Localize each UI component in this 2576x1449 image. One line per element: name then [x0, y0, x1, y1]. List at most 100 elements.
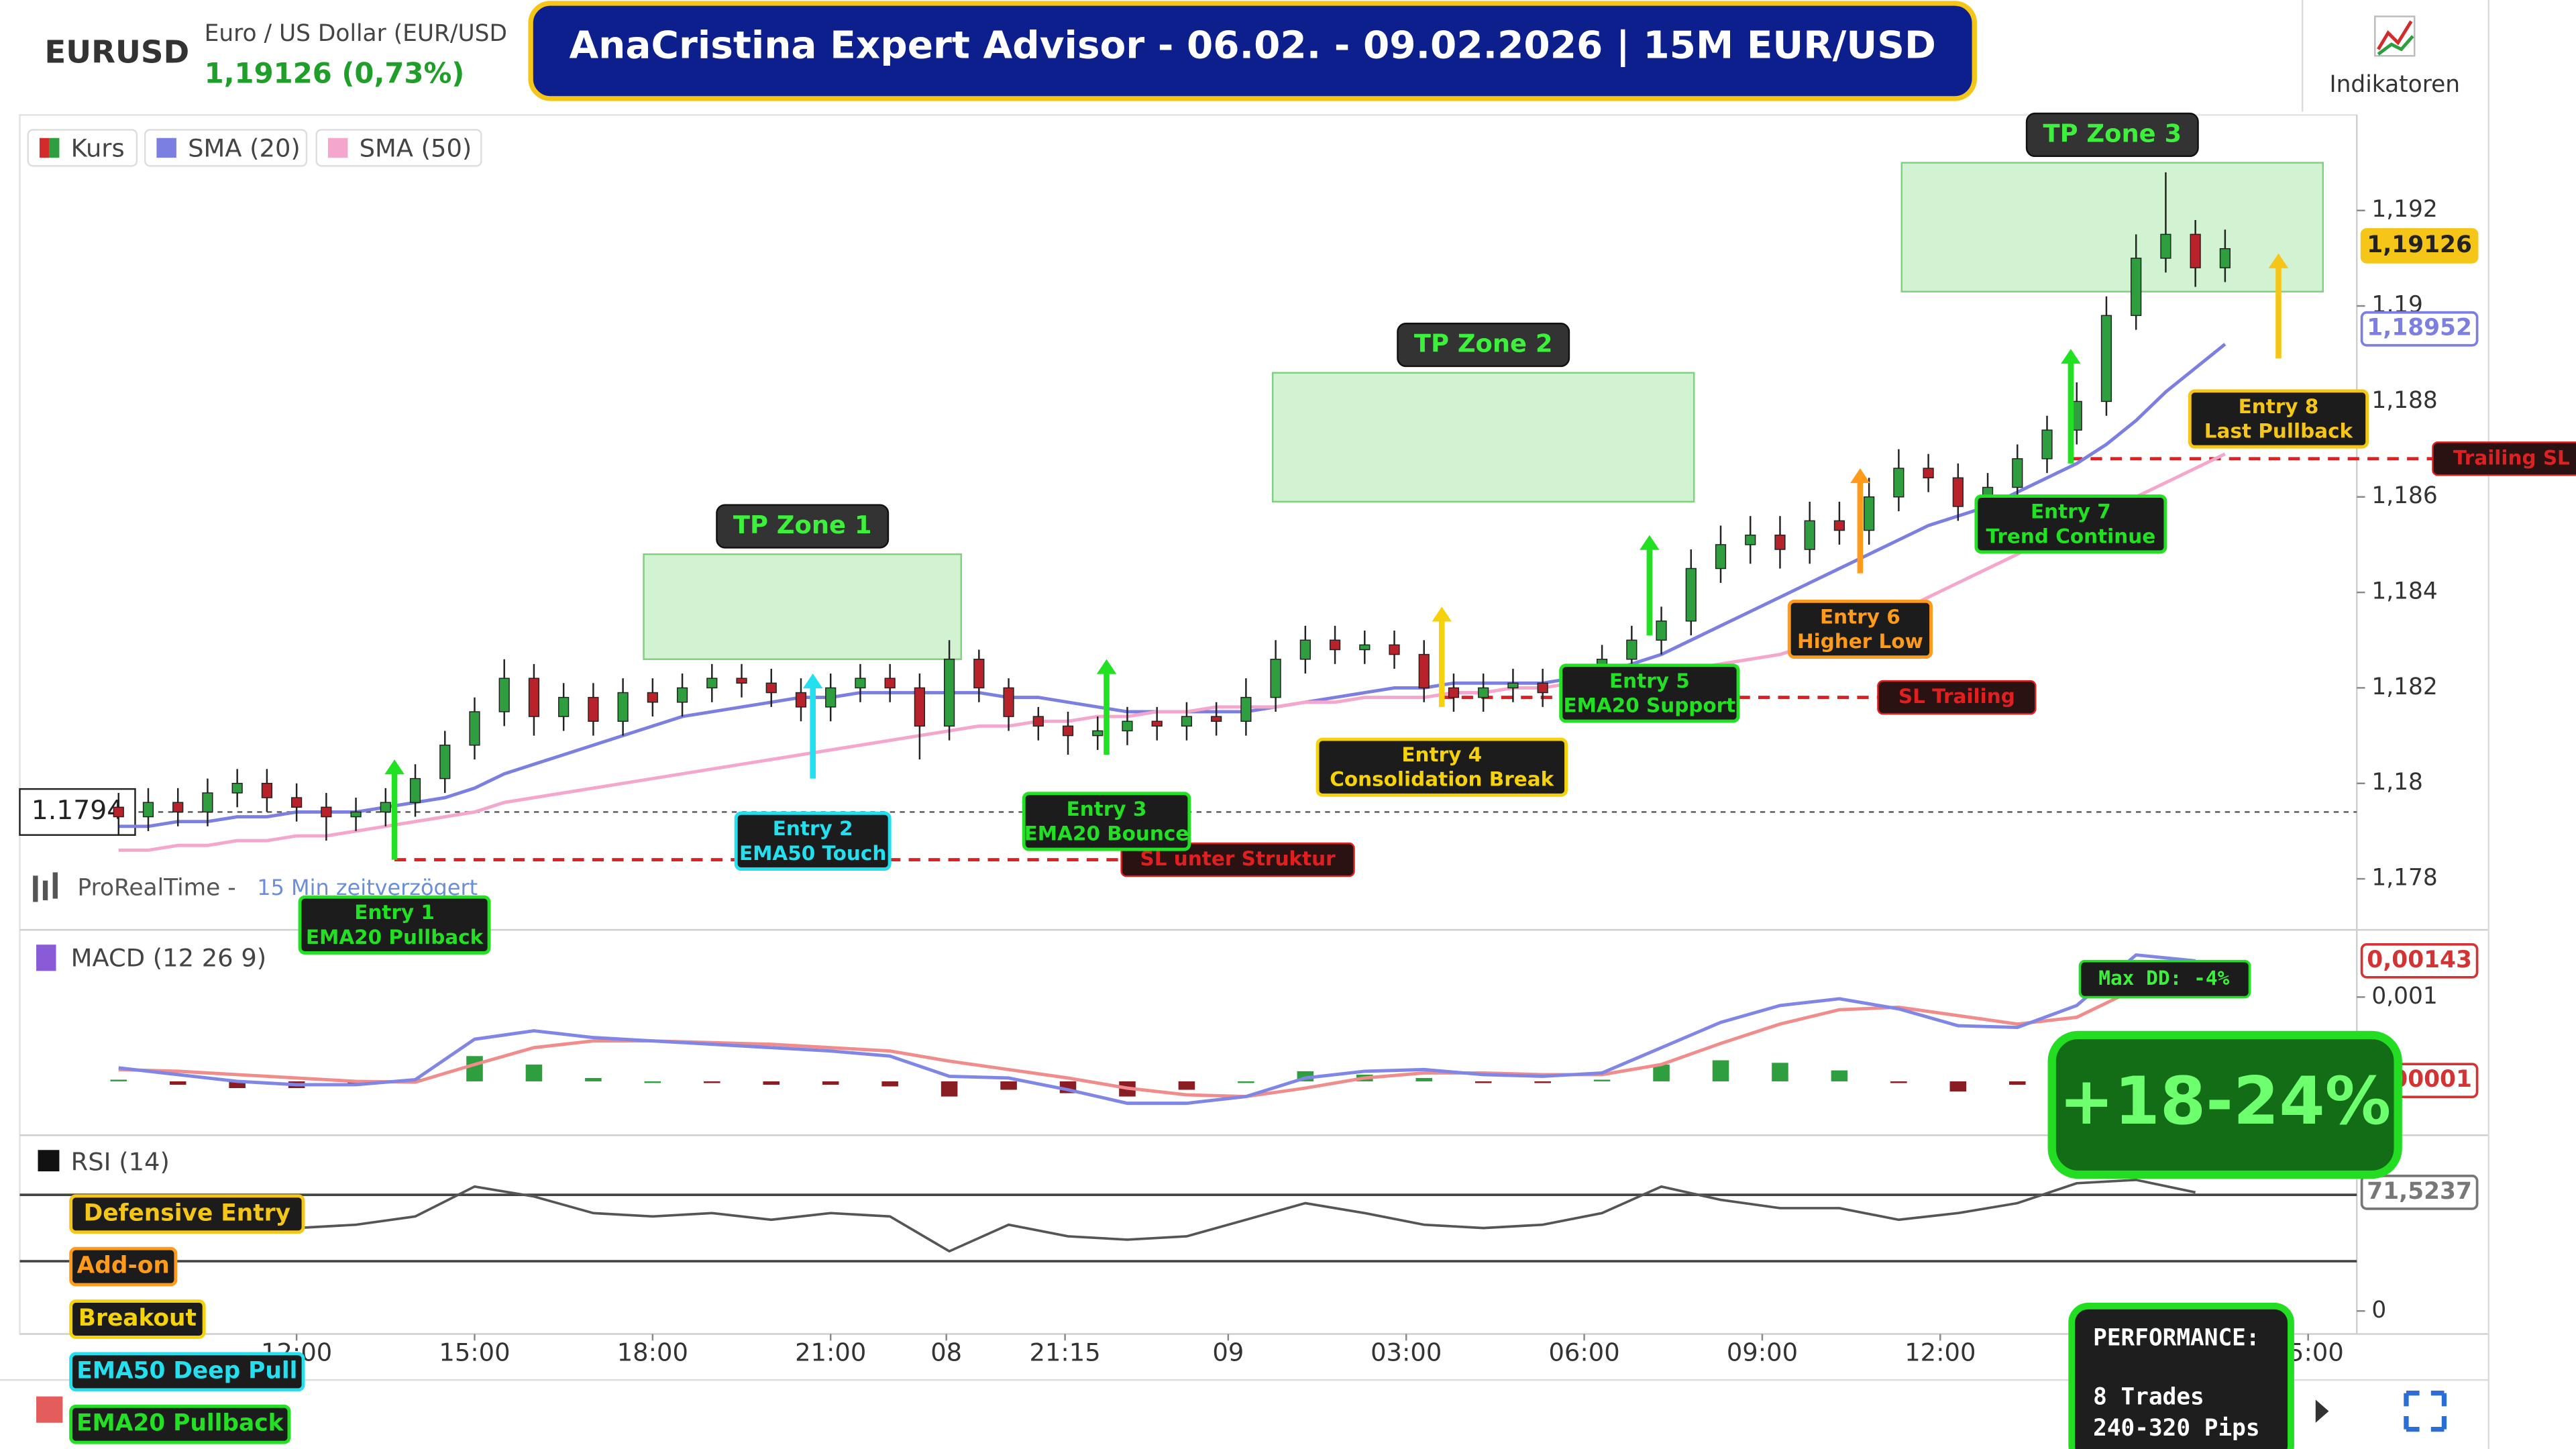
histogram-bar — [1772, 1063, 1788, 1081]
candle-body — [2041, 429, 2053, 460]
entry-arrow-head — [384, 759, 405, 775]
histogram-bar — [229, 1081, 246, 1089]
y-tick-label: 0,001 — [2371, 983, 2437, 1010]
histogram-bar — [1712, 1060, 1729, 1081]
histogram-bar — [1178, 1081, 1195, 1090]
performance-box — [2068, 1303, 2294, 1449]
entry-label: Higher Low — [1797, 630, 1923, 653]
entry-label: Entry 8 — [2239, 395, 2319, 418]
legend-swatch — [156, 138, 176, 158]
candle-body — [558, 696, 570, 717]
candle-body — [142, 802, 154, 818]
entry-label: Entry 3 — [1067, 798, 1147, 820]
entry-label: EMA20 Bounce — [1024, 822, 1189, 845]
histogram-bar — [1949, 1081, 1967, 1092]
tp-zone-label: TP Zone 3 — [2043, 119, 2182, 148]
candle-body — [1240, 696, 1252, 722]
candle-body — [1359, 644, 1371, 651]
signal-line — [118, 970, 2196, 1099]
y-tick-label: 1,188 — [2371, 387, 2437, 414]
y-tick-label: 0 — [2371, 1297, 2386, 1324]
legend-swatch — [39, 138, 50, 158]
candle-body — [1181, 716, 1193, 727]
candle-body — [1715, 544, 1727, 570]
candle-body — [261, 782, 273, 798]
entry-label: Entry 5 — [1609, 669, 1690, 692]
axis-marker-label: 71,5237 — [2367, 1178, 2472, 1205]
candle-body — [1418, 653, 1430, 689]
x-tick-label: 18:00 — [617, 1338, 688, 1366]
candle-body — [1389, 644, 1400, 655]
scroll-arrow[interactable] — [2315, 1399, 2329, 1423]
stop-label: SL unter Struktur — [1140, 847, 1336, 870]
histogram-bar — [585, 1077, 602, 1081]
indicators-button[interactable]: Indikatoren — [2329, 71, 2460, 98]
candle-body — [825, 687, 837, 708]
histogram-bar — [1890, 1081, 1907, 1083]
candle-body — [350, 811, 362, 818]
banner — [528, 1, 1977, 101]
candle-body — [1774, 534, 1786, 550]
entry-label: Entry 4 — [1401, 743, 1482, 766]
entry-label-box — [734, 811, 892, 871]
candle-body — [1537, 682, 1548, 694]
histogram-bar — [941, 1081, 958, 1097]
candle-body — [172, 802, 184, 813]
histogram-bar — [1000, 1081, 1017, 1090]
candle-body — [1151, 720, 1163, 727]
legend-box — [315, 129, 482, 167]
histogram-bar — [822, 1081, 839, 1085]
axis-marker-label: 0,00143 — [2367, 947, 2472, 973]
histogram-bar — [704, 1081, 720, 1083]
histogram-bar — [2009, 1081, 2026, 1085]
entry-arrow-head — [2061, 349, 2081, 364]
x-tick-label: 09:00 — [1727, 1338, 1798, 1366]
axis-marker — [2360, 1175, 2479, 1210]
y-tick-label: 1,186 — [2371, 482, 2437, 509]
candle-body — [439, 745, 451, 780]
signal-legend-label: Defensive Entry — [84, 1199, 290, 1226]
candle-body — [528, 678, 540, 717]
candle-body — [2131, 258, 2142, 317]
histogram-bar — [1534, 1081, 1551, 1083]
candle-body — [1833, 520, 1845, 531]
legend-swatch — [327, 138, 348, 158]
entry-arrow-head — [1850, 468, 1870, 484]
x-tick-label: 06:00 — [1548, 1338, 1619, 1366]
entry-label: EMA20 Support — [1563, 694, 1735, 717]
entry-label-box — [1974, 494, 2167, 554]
histogram-bar — [466, 1056, 483, 1081]
candle-body — [380, 802, 391, 813]
entry-label: Entry 1 — [354, 901, 435, 924]
candle-body — [1478, 687, 1489, 698]
x-tick-label: 15:00 — [439, 1338, 510, 1366]
candle-body — [113, 806, 124, 818]
candle-body — [1299, 639, 1311, 660]
candle-body — [1626, 639, 1638, 660]
y-tick-label: 1,18 — [2371, 769, 2423, 796]
fullscreen-button[interactable] — [2404, 1391, 2447, 1432]
candle-body — [409, 777, 421, 803]
candle-body — [1864, 496, 1875, 531]
tp-zone-label-box — [1397, 323, 1570, 368]
histogram-bar — [1415, 1077, 1433, 1081]
candle-body — [795, 692, 807, 708]
legend-label: SMA (20) — [188, 133, 301, 162]
max-dd-box — [2078, 959, 2251, 999]
icon-line — [2377, 35, 2414, 56]
indicators-icon[interactable] — [2374, 15, 2416, 57]
tool-icon[interactable] — [36, 1396, 63, 1423]
entry-arrow-head — [802, 674, 823, 689]
entry-label-box — [2188, 389, 2369, 449]
histogram-bar — [1831, 1070, 1848, 1081]
histogram-bar — [881, 1081, 898, 1087]
axis-marker — [2360, 228, 2479, 264]
axis-marker-label: 1,19126 — [2367, 231, 2472, 258]
macd-icon — [36, 945, 56, 971]
tp-zone-label: TP Zone 2 — [1414, 329, 1553, 358]
axis-marker-label: 1,18952 — [2367, 315, 2472, 341]
entry-label: Entry 6 — [1820, 605, 1900, 628]
signal-legend-label: Breakout — [78, 1305, 197, 1332]
